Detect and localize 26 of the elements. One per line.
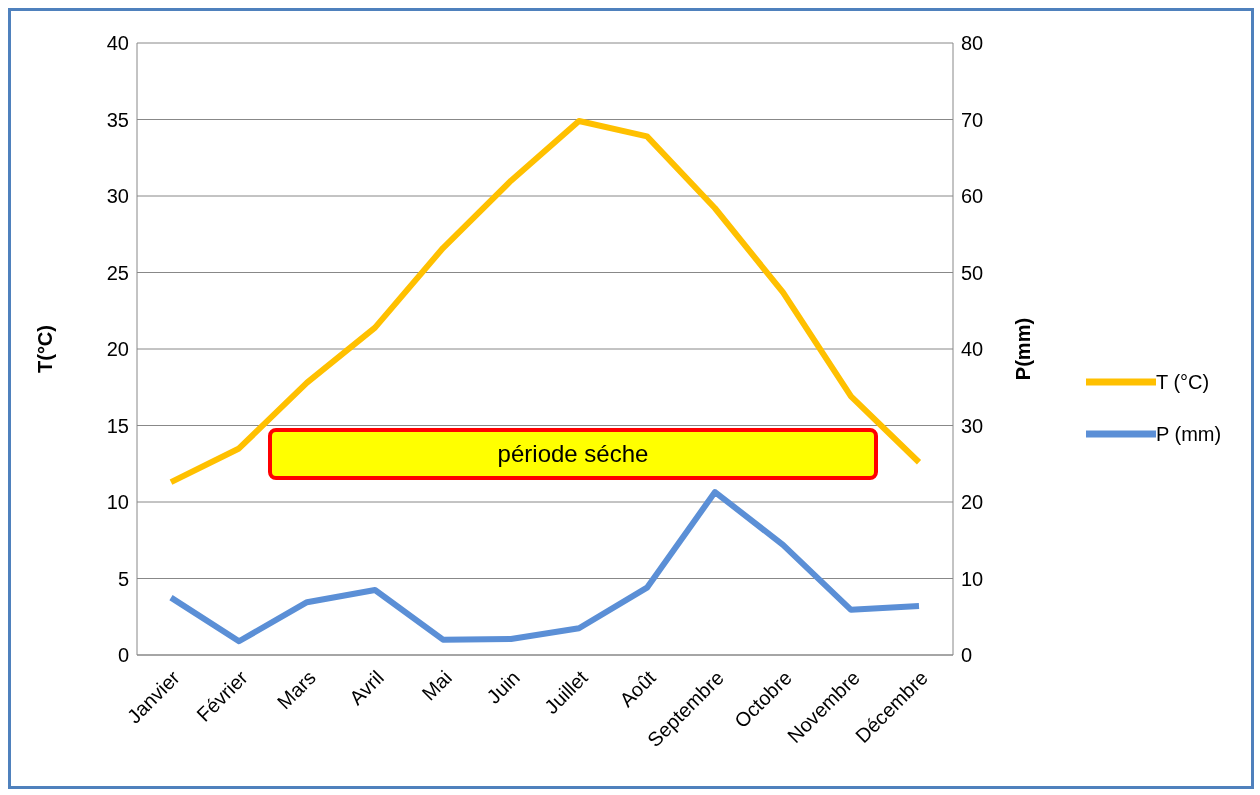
y-tick-label: 0 (117, 644, 129, 667)
y-tick-label: 25 (106, 261, 129, 284)
y-tick-label: 40 (106, 32, 129, 55)
y-tick-label: 15 (106, 414, 129, 437)
legend-label: P (mm) (1156, 422, 1222, 446)
y2-tick-label: 80 (961, 32, 984, 55)
y-tick-label: 20 (106, 338, 129, 361)
y-tick-label: 5 (117, 567, 129, 590)
label-box: période séche (268, 428, 878, 480)
y2-axis-title: P(mm) (1012, 317, 1035, 381)
y2-tick-label: 50 (961, 261, 984, 284)
annotation: période séche (497, 440, 649, 468)
x-tick-label: Mai (417, 666, 456, 705)
y2-tick-label: 30 (961, 414, 984, 437)
y2-tick-label: 60 (961, 185, 984, 208)
y-tick-label: 30 (106, 185, 129, 208)
y2-tick-label: 40 (961, 338, 984, 361)
y2-tick-label: 0 (961, 644, 973, 667)
y-tick-label: 35 (106, 108, 129, 131)
y-tick-label: 10 (106, 491, 129, 514)
x-tick-label: Juin (482, 666, 524, 708)
y2-tick-label: 20 (961, 491, 984, 514)
y-axis-title: T(°C) (34, 325, 57, 373)
legend-label: T (°C) (1156, 370, 1210, 394)
y2-tick-label: 70 (961, 108, 984, 131)
y2-tick-label: 10 (961, 567, 984, 590)
